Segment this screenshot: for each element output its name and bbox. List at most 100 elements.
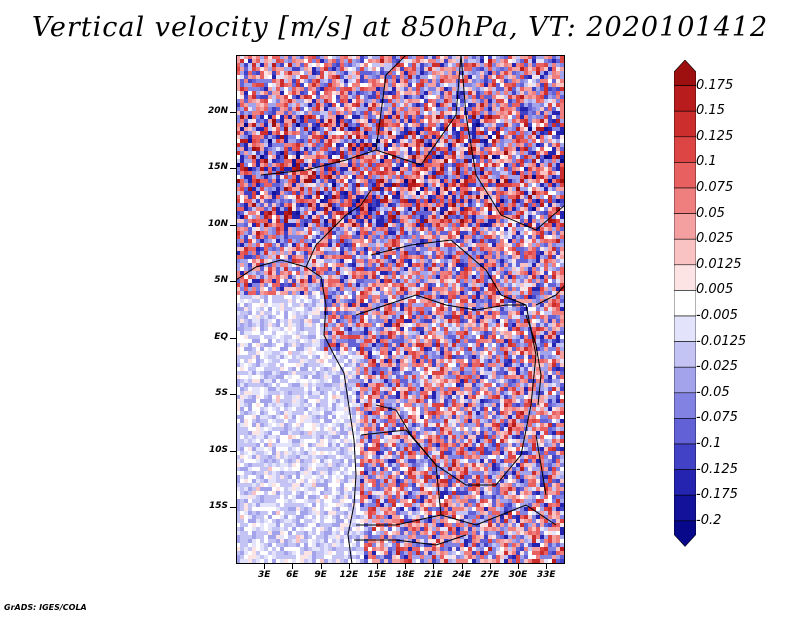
field-cell xyxy=(288,147,292,151)
field-cell xyxy=(236,59,240,63)
field-cell xyxy=(488,119,492,123)
field-cell xyxy=(464,223,468,227)
field-cell xyxy=(304,139,308,143)
field-cell xyxy=(324,275,328,279)
field-cell xyxy=(376,155,380,159)
field-cell xyxy=(292,283,296,287)
field-cell xyxy=(444,75,448,79)
field-cell xyxy=(348,215,352,219)
field-cell xyxy=(252,127,256,131)
field-cell xyxy=(520,299,524,303)
field-cell xyxy=(300,275,304,279)
field-cell xyxy=(376,139,380,143)
field-cell xyxy=(400,299,404,303)
field-cell xyxy=(376,91,380,95)
field-cell xyxy=(560,95,564,99)
field-cell xyxy=(240,247,244,251)
field-cell xyxy=(252,255,256,259)
field-cell xyxy=(260,199,264,203)
field-cell xyxy=(520,255,524,259)
field-cell xyxy=(492,87,496,91)
field-cell xyxy=(488,223,492,227)
field-cell xyxy=(432,235,436,239)
field-cell xyxy=(348,167,352,171)
field-cell xyxy=(236,127,240,131)
field-cell xyxy=(552,251,556,255)
field-cell xyxy=(484,127,488,131)
field-cell xyxy=(372,191,376,195)
field-cell xyxy=(548,243,552,247)
field-cell xyxy=(500,79,504,83)
field-cell xyxy=(304,71,308,75)
field-cell xyxy=(528,87,532,91)
field-cell xyxy=(536,179,540,183)
field-cell xyxy=(252,239,256,243)
field-cell xyxy=(348,79,352,83)
field-cell xyxy=(516,159,520,163)
field-cell xyxy=(396,175,400,179)
field-cell xyxy=(488,279,492,283)
field-cell xyxy=(252,231,256,235)
field-cell xyxy=(488,127,492,131)
field-cell xyxy=(332,199,336,203)
field-cell xyxy=(380,251,384,255)
field-cell xyxy=(336,147,340,151)
field-cell xyxy=(280,299,284,303)
field-cell xyxy=(476,59,480,63)
field-cell xyxy=(284,207,288,211)
field-cell xyxy=(448,115,452,119)
field-cell xyxy=(400,235,404,239)
field-cell xyxy=(324,143,328,147)
field-cell xyxy=(516,87,520,91)
field-cell xyxy=(336,71,340,75)
field-cell xyxy=(372,171,376,175)
field-cell xyxy=(436,235,440,239)
field-cell xyxy=(540,187,544,191)
field-cell xyxy=(284,263,288,267)
field-cell xyxy=(528,167,532,171)
field-cell xyxy=(288,203,292,207)
field-cell xyxy=(300,199,304,203)
field-cell xyxy=(300,235,304,239)
field-cell xyxy=(248,131,252,135)
field-cell xyxy=(336,239,340,243)
field-cell xyxy=(404,243,408,247)
field-cell xyxy=(472,67,476,71)
field-cell xyxy=(248,263,252,267)
field-cell xyxy=(556,231,560,235)
field-cell xyxy=(520,131,524,135)
field-cell xyxy=(440,175,444,179)
field-cell xyxy=(444,263,448,267)
field-cell xyxy=(304,147,308,151)
field-cell xyxy=(396,259,400,263)
field-cell xyxy=(348,203,352,207)
field-cell xyxy=(480,263,484,267)
field-cell xyxy=(432,103,436,107)
field-cell xyxy=(272,287,276,291)
field-cell xyxy=(452,123,456,127)
field-cell xyxy=(516,203,520,207)
field-cell xyxy=(340,191,344,195)
field-cell xyxy=(444,255,448,259)
field-cell xyxy=(236,183,240,187)
field-cell xyxy=(560,195,564,199)
field-cell xyxy=(504,243,508,247)
field-cell xyxy=(280,151,284,155)
field-cell xyxy=(536,283,540,287)
field-cell xyxy=(244,203,248,207)
field-cell xyxy=(452,147,456,151)
field-cell xyxy=(384,55,388,59)
field-cell xyxy=(284,279,288,283)
field-cell xyxy=(524,143,528,147)
field-cell xyxy=(280,119,284,123)
field-cell xyxy=(408,75,412,79)
field-cell xyxy=(428,275,432,279)
field-cell xyxy=(388,211,392,215)
field-cell xyxy=(332,251,336,255)
field-cell xyxy=(252,75,256,79)
field-cell xyxy=(244,55,248,59)
field-cell xyxy=(236,151,240,155)
field-cell xyxy=(292,227,296,231)
field-cell xyxy=(244,219,248,223)
field-cell xyxy=(412,299,416,303)
